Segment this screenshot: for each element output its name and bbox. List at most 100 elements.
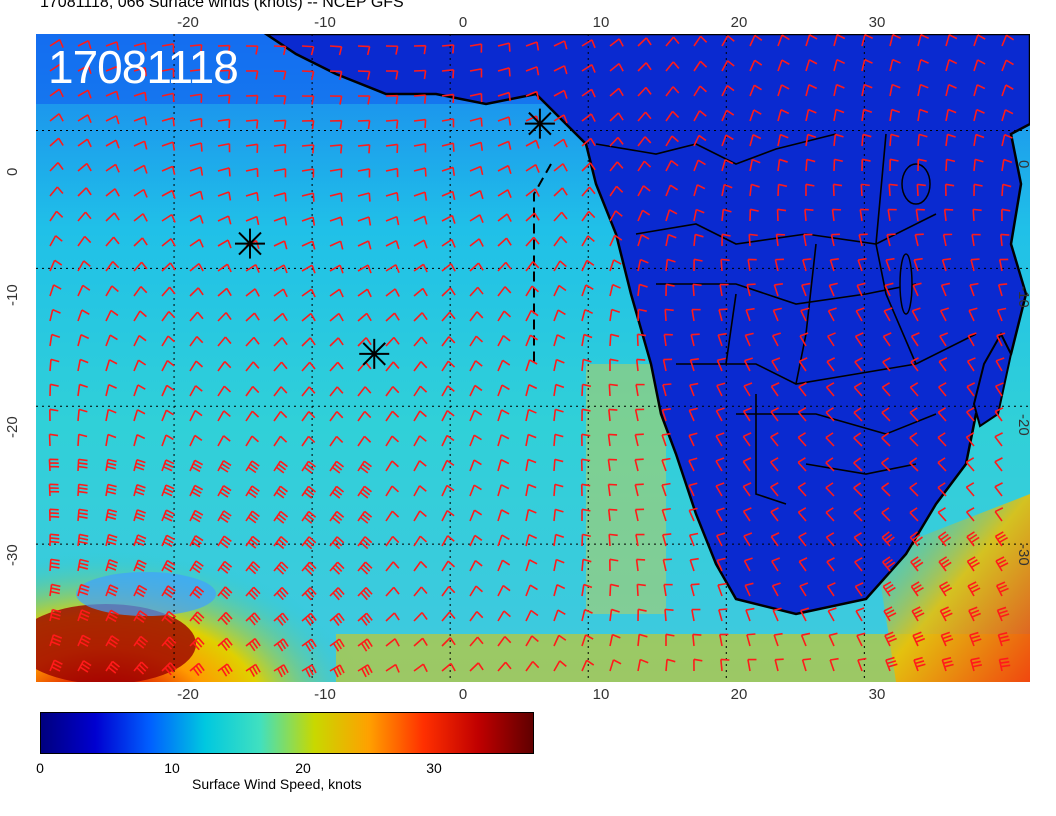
wind-barb <box>637 258 649 272</box>
wind-barb <box>357 460 372 474</box>
wind-barb <box>717 582 727 597</box>
wind-barb <box>469 189 484 200</box>
wind-barb <box>770 507 779 522</box>
wind-barb <box>913 257 923 272</box>
map-title: 17081118, 066 Surface winds (knots) -- N… <box>40 0 404 11</box>
wind-barb <box>994 407 1004 422</box>
wind-barb <box>161 610 177 624</box>
wind-barb <box>800 307 810 322</box>
wind-barb <box>749 134 762 147</box>
wind-barb <box>385 485 399 497</box>
wind-barb <box>718 308 728 322</box>
wind-barb <box>329 411 344 422</box>
wind-barb <box>943 208 954 222</box>
wind-barb <box>413 361 428 372</box>
wind-barb <box>665 233 677 247</box>
wind-barb <box>245 535 261 549</box>
wind-barb <box>826 582 836 597</box>
wind-barb <box>661 432 671 447</box>
wind-barb <box>329 144 343 154</box>
wind-barb <box>693 233 704 247</box>
wind-barb <box>884 631 897 647</box>
wind-barb <box>854 557 863 572</box>
wind-barb <box>497 42 511 52</box>
wind-barb <box>609 583 620 597</box>
wind-barb <box>413 263 428 273</box>
wind-barb <box>217 560 233 574</box>
wind-barb <box>441 662 456 672</box>
wind-barb <box>1001 34 1015 47</box>
wind-barb <box>189 459 204 473</box>
wind-barb <box>441 509 455 522</box>
wind-barb <box>329 510 345 524</box>
wind-barb <box>525 408 537 422</box>
wind-barb <box>77 634 91 647</box>
wind-barb <box>798 357 808 372</box>
wind-barb <box>49 235 63 247</box>
wind-barb <box>469 92 483 103</box>
wind-barb <box>996 332 1006 347</box>
wind-barb <box>772 607 782 622</box>
wind-barb <box>635 358 646 372</box>
wind-barb <box>469 509 483 522</box>
wind-barb <box>441 535 455 547</box>
graticule <box>36 34 1030 682</box>
wind-barb <box>273 143 287 154</box>
wind-barb <box>634 408 645 422</box>
wind-barb <box>441 434 455 447</box>
wind-barb <box>797 407 807 422</box>
wind-barb <box>469 165 484 176</box>
wind-barb <box>721 233 731 247</box>
wind-barb <box>885 257 895 272</box>
wind-barb <box>804 208 814 222</box>
wind-barb <box>273 95 287 105</box>
wind-barb <box>721 35 735 47</box>
wind-barb <box>882 556 896 572</box>
wind-barb <box>161 165 176 175</box>
wind-barb <box>105 383 117 397</box>
wind-barb <box>662 358 673 372</box>
wind-barb <box>525 236 540 247</box>
wind-barb <box>966 382 976 397</box>
wind-barb <box>968 606 981 622</box>
wind-barb <box>301 510 317 524</box>
wind-barb <box>385 385 400 397</box>
wind-barb <box>833 34 846 47</box>
wind-barb <box>133 42 147 52</box>
wind-barb <box>385 663 400 673</box>
wind-barb <box>329 638 345 652</box>
wind-barb <box>329 119 343 130</box>
wind-barb <box>245 312 260 322</box>
wind-barb <box>553 89 568 99</box>
wind-barb <box>525 188 540 197</box>
wind-barb <box>742 432 752 447</box>
wind-barb <box>77 284 91 297</box>
wind-barb <box>661 407 671 422</box>
wind-barb <box>749 34 763 47</box>
wind-barb <box>133 213 148 222</box>
wind-barb <box>245 410 260 422</box>
wind-barb <box>609 633 621 647</box>
wind-barb <box>161 286 176 297</box>
wind-barb <box>105 285 119 297</box>
wind-map[interactable] <box>36 34 1030 682</box>
wind-barb <box>49 38 64 48</box>
wind-barb <box>917 108 929 122</box>
wind-barb <box>385 510 400 522</box>
wind-barb <box>829 657 839 672</box>
wind-barb <box>889 58 901 72</box>
wind-barb <box>853 382 863 397</box>
wind-barb <box>105 458 117 472</box>
wind-barb <box>301 95 315 105</box>
wind-barb <box>833 83 845 97</box>
wind-barb <box>497 509 510 522</box>
wind-barb <box>329 561 345 575</box>
wind-barb <box>329 168 343 178</box>
wind-barb <box>77 558 89 572</box>
wind-barb <box>217 360 232 372</box>
wind-barb <box>385 239 400 250</box>
wind-barb <box>805 34 818 47</box>
wind-barb <box>909 382 919 397</box>
wind-barb <box>525 609 539 622</box>
wind-barb <box>609 185 624 197</box>
